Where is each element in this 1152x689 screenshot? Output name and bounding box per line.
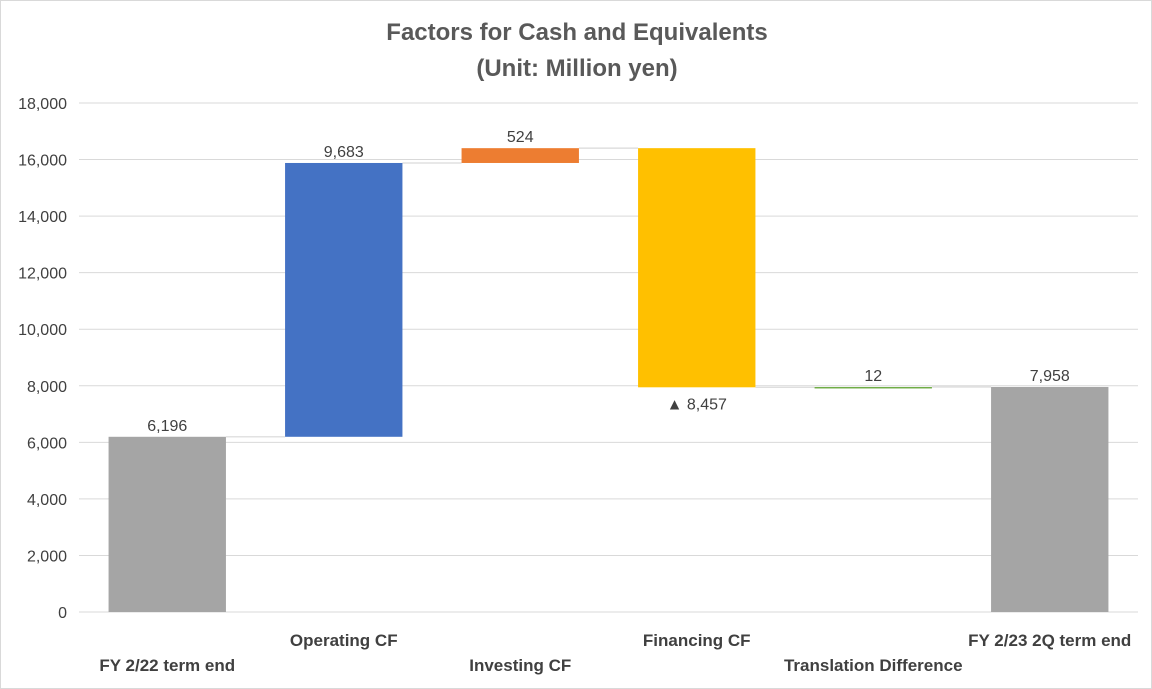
data-labels: 6,196 9,683 524 ▲ 8,457 12 7,958	[147, 129, 1070, 435]
waterfall-bar	[285, 162, 403, 437]
data-label: ▲ 8,457	[667, 396, 727, 413]
x-category-label: Investing CF	[469, 656, 571, 675]
data-label: 524	[507, 129, 534, 146]
x-category-label: Translation Difference	[784, 656, 963, 675]
x-category-label: Operating CF	[290, 631, 398, 650]
chart-title-line-2: (Unit: Million yen)	[476, 55, 677, 82]
y-tick-label: 8,000	[27, 379, 67, 396]
y-tick-label: 4,000	[27, 492, 67, 509]
x-category-label: FY 2/23 2Q term end	[968, 631, 1131, 650]
y-tick-label: 12,000	[18, 266, 67, 283]
waterfall-bar	[638, 148, 756, 388]
y-tick-label: 14,000	[18, 209, 67, 226]
chart-title-line-1: Factors for Cash and Equivalents	[386, 19, 767, 46]
x-axis-category-labels: FY 2/22 term end Operating CF Investing CF…	[99, 631, 1131, 675]
x-category-label: FY 2/22 term end	[99, 656, 235, 675]
waterfall-bars	[108, 148, 1109, 612]
waterfall-bar	[991, 386, 1109, 612]
y-axis-tick-labels: 0 2,000 4,000 6,000 8,000 10,000 12,000 14,000 1…	[18, 96, 67, 622]
data-label: 12	[864, 368, 882, 385]
chart-title: Factors for Cash and Equivalents (Unit: …	[386, 19, 767, 82]
y-tick-label: 6,000	[27, 435, 67, 452]
waterfall-bar	[814, 386, 932, 389]
data-label: 7,958	[1030, 368, 1070, 385]
data-label: 9,683	[324, 144, 364, 161]
waterfall-bar	[108, 436, 226, 612]
y-gridlines	[79, 102, 1138, 613]
data-label: 6,196	[147, 418, 187, 435]
waterfall-bar	[461, 148, 579, 163]
y-tick-label: 16,000	[18, 153, 67, 170]
x-category-label: Financing CF	[643, 631, 751, 650]
y-tick-label: 10,000	[18, 322, 67, 339]
y-tick-label: 0	[58, 605, 67, 622]
waterfall-connectors	[225, 147, 992, 438]
y-tick-label: 18,000	[18, 96, 67, 113]
y-tick-label: 2,000	[27, 548, 67, 565]
